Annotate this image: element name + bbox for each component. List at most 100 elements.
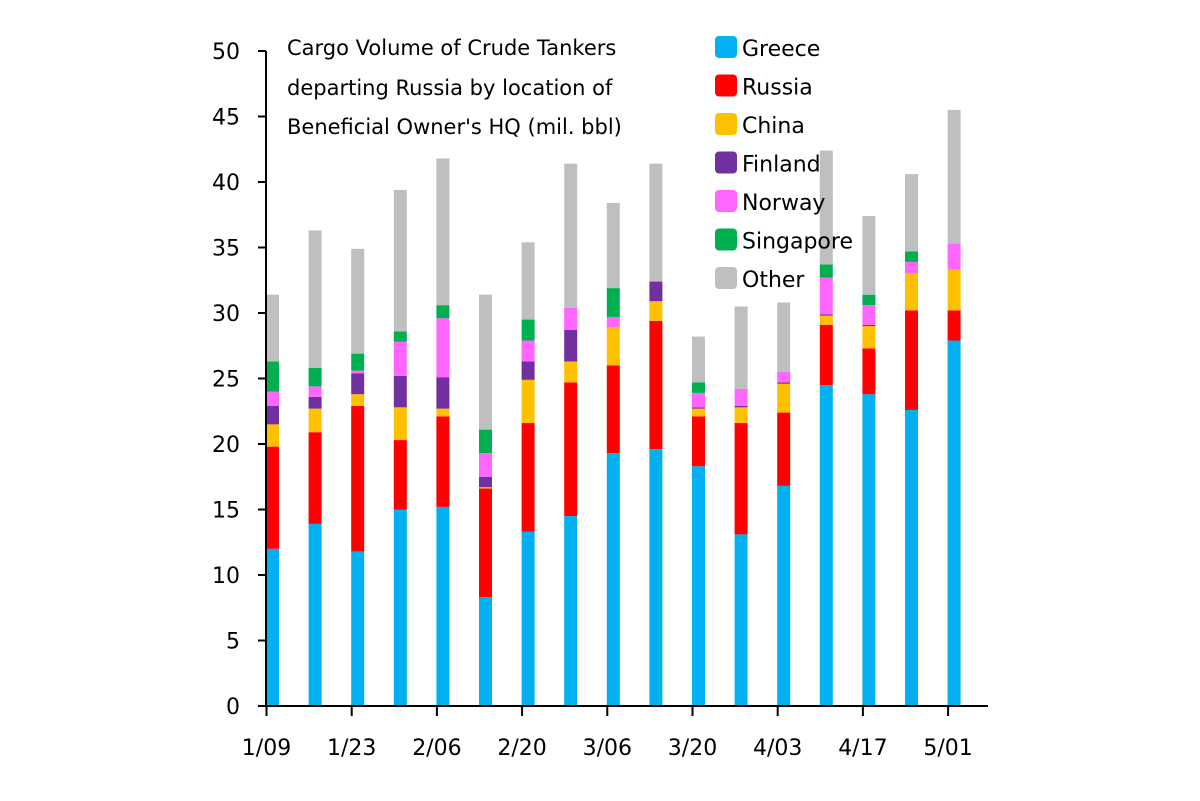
bar-stack: [521, 242, 535, 706]
bar-segment-other: [521, 242, 535, 320]
y-tick-label: 40: [212, 171, 240, 196]
bar-segment-china: [479, 487, 492, 489]
legend-label-china: China: [742, 114, 805, 139]
bar-segment-russia: [606, 365, 620, 454]
bar-segment-finland: [564, 330, 578, 362]
bar-segment-russia: [521, 423, 535, 532]
bar-stack: [777, 302, 791, 706]
bar-segment-finland: [862, 324, 876, 327]
bar-segment-russia: [308, 432, 322, 524]
bar-segment-greece: [862, 394, 876, 706]
bar-segment-china: [351, 394, 365, 407]
bar-segment-greece: [564, 516, 578, 706]
bar-segment-russia: [436, 416, 450, 507]
bar-segment-greece: [777, 485, 791, 706]
legend-swatch-russia: [715, 74, 737, 97]
y-tick-label: 30: [212, 302, 240, 327]
bar-segment-china: [862, 326, 876, 349]
bar-segment-russia: [819, 324, 833, 386]
bar-segment-china: [308, 408, 322, 433]
bar-segment-singapore: [351, 353, 365, 371]
bar-segment-greece: [351, 551, 365, 706]
bar-segment-china: [777, 383, 791, 413]
y-tick-label: 20: [212, 433, 240, 458]
y-tick-label: 10: [212, 564, 240, 589]
legend-label-russia: Russia: [742, 76, 813, 101]
y-tick-label: 45: [212, 106, 240, 131]
bar-segment-china: [521, 379, 535, 424]
bar-segment-other: [905, 174, 918, 252]
bar-segment-singapore: [819, 264, 833, 278]
bar-segment-norway: [819, 277, 833, 315]
bar-segment-finland: [351, 373, 365, 395]
bar-segment-russia: [692, 416, 705, 467]
bar-segment-singapore: [692, 382, 705, 393]
legend-swatch-norway: [715, 190, 737, 212]
bar-segment-greece: [479, 597, 492, 706]
bar-segment-norway: [862, 305, 876, 325]
bar-segment-russia: [649, 320, 663, 450]
legend-label-finland: Finland: [742, 153, 821, 178]
bar-segment-norway: [692, 392, 705, 408]
bar-segment-finland: [649, 281, 663, 302]
bar-stack: [692, 336, 705, 706]
bar-segment-russia: [862, 348, 876, 395]
bar-segment-russia: [266, 446, 279, 549]
bar-segment-greece: [521, 531, 535, 706]
bar-segment-other: [777, 302, 791, 372]
y-tick-label: 0: [226, 695, 240, 720]
bar-segment-greece: [436, 506, 450, 706]
bar-segment-greece: [819, 385, 833, 706]
bar-segment-other: [393, 189, 407, 332]
bar-segment-greece: [947, 340, 961, 706]
x-tick-label: 2/06: [412, 736, 461, 761]
bar-segment-other: [479, 294, 492, 430]
bar-segment-norway: [436, 318, 450, 378]
bar-segment-other: [351, 248, 365, 354]
bar-segment-finland: [393, 375, 407, 408]
chart-title: Cargo Volume of Crude Tankers departing …: [287, 36, 622, 139]
axes-layer: [265, 51, 988, 707]
bar-stack: [947, 109, 961, 706]
bar-stack: [436, 158, 450, 706]
bar-stack: [905, 174, 918, 706]
bar-segment-china: [564, 361, 578, 383]
bar-segment-russia: [479, 488, 492, 598]
bar-segment-russia: [947, 310, 961, 341]
title-line-1: Cargo Volume of Crude Tankers: [287, 36, 616, 60]
bar-segment-other: [308, 230, 322, 369]
bar-segment-other: [692, 336, 705, 383]
x-tick-label: 1/23: [327, 736, 376, 761]
bar-segment-china: [436, 408, 450, 417]
bar-stack: [734, 306, 748, 706]
bar-segment-norway: [479, 453, 492, 477]
bar-segment-singapore: [308, 368, 322, 387]
y-ticks: 0 5 10 15 20 25 30 35 40 45 50: [212, 40, 266, 720]
legend-label-norway: Norway: [742, 191, 825, 216]
bar-segment-russia: [393, 440, 407, 510]
bar-segment-finland: [777, 382, 791, 384]
bar-segment-china: [393, 407, 407, 441]
x-tick-label: 1/09: [242, 736, 291, 761]
x-tick-label: 5/01: [923, 736, 972, 761]
x-tick-label: 3/20: [668, 736, 717, 761]
bar-segment-norway: [308, 386, 322, 397]
legend: Greece Russia China Finland Norway Singapore O…: [715, 36, 853, 293]
bar-segment-norway: [606, 316, 620, 328]
bar-segment-finland: [734, 406, 748, 408]
bar-stack: [308, 230, 322, 706]
bar-segment-finland: [266, 406, 279, 425]
bar-segment-norway: [777, 371, 791, 383]
bar-segment-singapore: [862, 294, 876, 306]
bar-segment-other: [436, 158, 450, 306]
bar-segment-other: [862, 216, 876, 295]
bar-segment-finland: [819, 314, 833, 316]
bar-stack: [564, 163, 578, 706]
bar-segment-norway: [564, 307, 578, 331]
bar-stack: [606, 202, 620, 706]
legend-swatch-singapore: [715, 228, 737, 251]
bar-segment-finland: [479, 476, 492, 488]
bar-segment-china: [947, 269, 961, 311]
legend-label-greece: Greece: [742, 37, 820, 62]
bar-segment-singapore: [393, 331, 407, 342]
